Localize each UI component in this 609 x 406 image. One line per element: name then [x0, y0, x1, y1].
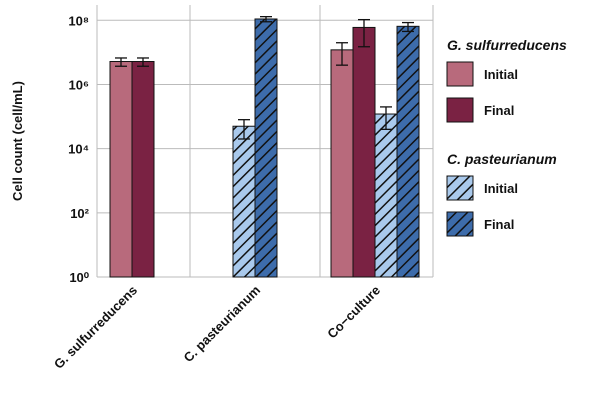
y-tick-label: 10⁰ [69, 270, 89, 285]
error-bar [137, 57, 149, 67]
error-bar [402, 21, 414, 33]
bar [330, 49, 354, 278]
legend-label: Initial [484, 67, 518, 82]
error-bar [380, 106, 392, 130]
legend-swatch [446, 61, 474, 87]
bar [131, 61, 155, 278]
bar [352, 26, 376, 278]
y-tick-label: 10⁴ [68, 142, 89, 157]
legend-swatch [446, 211, 474, 237]
bar [396, 25, 420, 278]
legend-swatch [446, 175, 474, 201]
legend-swatch [446, 97, 474, 123]
y-tick-label: 10² [70, 206, 89, 221]
bar [374, 113, 398, 278]
legend-label: Initial [484, 181, 518, 196]
x-tick-label: Co−culture [324, 283, 383, 342]
error-bar [336, 42, 348, 66]
error-bar [358, 18, 370, 48]
legend-title: C. pasteurianum [447, 151, 557, 167]
legend-label: Final [484, 217, 514, 232]
error-bar [238, 119, 250, 140]
x-tick-label: C. pasteurianum [180, 283, 263, 366]
bar [254, 18, 278, 278]
bar [109, 61, 133, 278]
legend-title: G. sulfurreducens [447, 37, 567, 53]
x-tick-label: G. sulfurreducens [51, 283, 140, 372]
y-axis-label: Cell count (cell/mL) [10, 81, 25, 201]
legend-label: Final [484, 103, 514, 118]
error-bar [260, 16, 272, 23]
y-tick-label: 10⁶ [69, 77, 89, 92]
y-tick-label: 10⁸ [68, 13, 89, 28]
bar [232, 125, 256, 278]
error-bar [115, 57, 127, 67]
